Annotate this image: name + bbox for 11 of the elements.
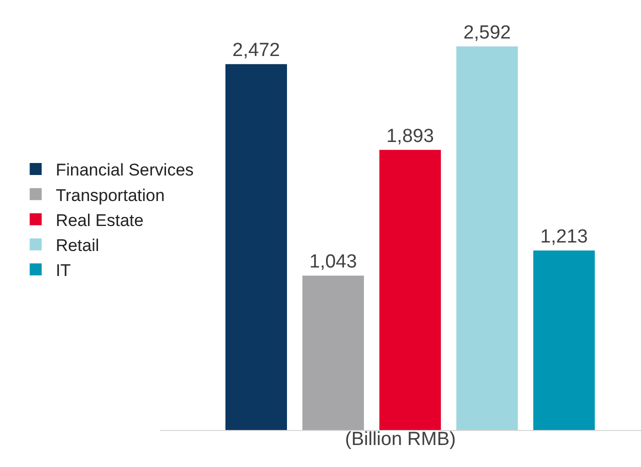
annotation: (Billion RMB): [345, 429, 456, 450]
legend-label: Retail: [56, 236, 100, 255]
data-label: 1,213: [540, 226, 588, 248]
legend-label: Financial Services: [56, 160, 194, 180]
legend-label: Real Estate: [56, 210, 144, 230]
data-label: 1,043: [309, 252, 357, 273]
data-label: 2,592: [463, 22, 511, 44]
data-label: 1,893: [386, 126, 434, 147]
legend-label: Transportation: [56, 186, 165, 205]
legend-label: IT: [56, 261, 71, 280]
data-label: 2,472: [232, 40, 280, 62]
